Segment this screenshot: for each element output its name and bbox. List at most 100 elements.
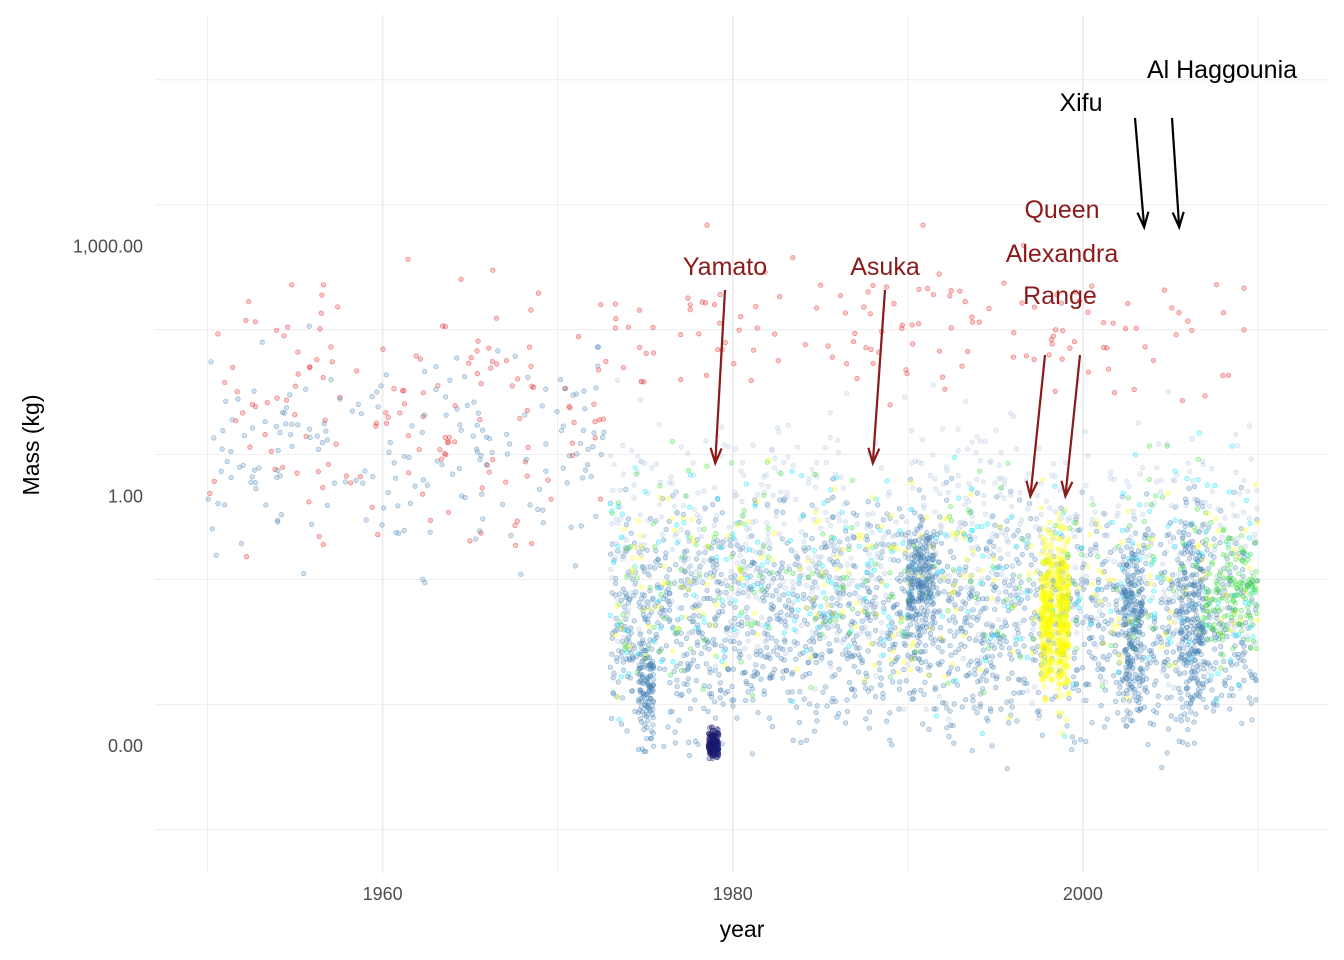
data-point — [811, 561, 817, 567]
data-point — [802, 342, 808, 348]
data-point — [674, 684, 680, 690]
data-point — [1120, 490, 1126, 497]
data-point — [1120, 553, 1126, 560]
data-point — [570, 392, 576, 398]
data-point — [391, 386, 397, 392]
data-point — [1178, 696, 1184, 702]
data-point — [1056, 510, 1062, 517]
data-point — [1040, 477, 1046, 483]
data-point — [866, 634, 872, 640]
data-point — [721, 648, 727, 654]
data-point — [766, 715, 773, 721]
data-point — [910, 485, 916, 491]
data-point — [637, 665, 643, 671]
data-point — [820, 531, 826, 537]
data-point — [249, 474, 255, 480]
data-point — [772, 455, 778, 462]
data-point — [940, 682, 947, 689]
data-point — [666, 480, 673, 486]
data-point — [985, 718, 991, 724]
data-point — [1099, 635, 1105, 641]
data-point — [669, 546, 675, 552]
data-point — [891, 301, 897, 307]
data-point — [1062, 459, 1069, 466]
data-point — [618, 653, 624, 660]
data-point — [1171, 662, 1177, 668]
data-point — [920, 571, 926, 577]
data-point — [759, 622, 765, 628]
data-point — [1172, 580, 1178, 586]
data-point — [1214, 702, 1220, 708]
data-point — [691, 506, 698, 512]
data-point — [964, 584, 970, 590]
data-point — [939, 658, 945, 665]
data-point — [1102, 511, 1108, 517]
data-point — [1215, 528, 1221, 534]
data-point — [996, 476, 1002, 482]
data-point — [637, 344, 643, 350]
data-point — [774, 616, 780, 622]
data-point — [754, 498, 760, 504]
data-point — [207, 490, 213, 497]
data-point — [630, 569, 636, 575]
data-point — [764, 520, 770, 526]
data-point — [324, 437, 330, 443]
data-point — [854, 521, 860, 527]
data-point — [953, 607, 959, 613]
data-point — [817, 657, 823, 664]
data-point — [884, 478, 890, 484]
data-point — [386, 449, 392, 455]
data-point — [843, 525, 849, 531]
data-point — [608, 715, 615, 721]
data-point — [744, 614, 750, 621]
data-point — [977, 438, 984, 444]
data-point — [1133, 325, 1139, 331]
data-point — [905, 598, 912, 605]
data-point — [1166, 615, 1172, 621]
data-point — [984, 521, 991, 527]
data-point — [687, 706, 693, 712]
data-point — [274, 395, 280, 401]
data-point — [612, 301, 619, 307]
data-point — [620, 659, 627, 665]
data-point — [1042, 697, 1048, 704]
data-point — [970, 527, 976, 534]
data-point — [1104, 532, 1111, 539]
data-point — [759, 579, 765, 585]
data-point — [638, 459, 645, 465]
data-point — [598, 302, 604, 308]
data-point — [804, 621, 811, 627]
data-point — [991, 530, 997, 537]
data-point — [834, 714, 840, 720]
data-point — [977, 701, 984, 707]
data-point — [936, 559, 942, 566]
data-point — [293, 383, 299, 389]
data-point — [800, 513, 806, 519]
data-point — [974, 490, 981, 496]
data-point — [427, 517, 434, 524]
data-point — [1234, 443, 1241, 449]
data-point — [1065, 588, 1071, 595]
data-point — [844, 500, 850, 506]
data-point — [504, 431, 510, 438]
data-point — [726, 635, 732, 641]
data-point — [437, 447, 443, 453]
data-point — [738, 468, 744, 474]
data-point — [599, 434, 606, 441]
data-point — [1135, 420, 1141, 426]
data-point — [405, 256, 411, 262]
data-point — [705, 708, 711, 715]
data-point — [391, 460, 397, 466]
data-point — [833, 637, 840, 643]
data-point — [927, 473, 933, 479]
data-point — [829, 595, 835, 601]
data-point — [784, 625, 790, 631]
data-point — [769, 580, 775, 586]
data-point — [993, 427, 999, 433]
data-point — [949, 661, 956, 667]
data-point — [656, 604, 663, 610]
data-point — [825, 343, 831, 349]
data-point — [629, 688, 636, 694]
data-point — [974, 617, 980, 623]
data-point — [1076, 604, 1082, 611]
